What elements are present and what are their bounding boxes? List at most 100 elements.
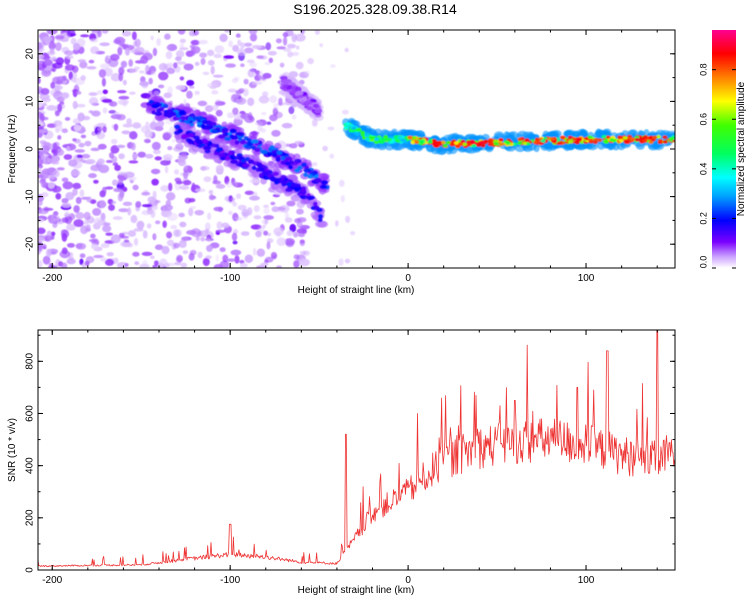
- spectrogram-cell: [156, 108, 162, 113]
- spectrogram-cell: [178, 242, 187, 248]
- spectrogram-cell: [79, 258, 84, 266]
- spectrogram-cell: [99, 199, 106, 209]
- spectrogram-cell: [208, 189, 214, 195]
- spectrogram-cell: [187, 116, 193, 122]
- spectrogram-cell: [135, 201, 142, 208]
- spectrogram-cell: [152, 118, 156, 126]
- spectrogram-cell: [239, 259, 245, 264]
- spectrogram-cell: [642, 135, 648, 140]
- spectrogram-cell: [88, 173, 97, 179]
- spectrogram-cell: [350, 231, 356, 236]
- spectrogram-cell: [204, 228, 210, 234]
- spectrogram-cell: [120, 60, 128, 68]
- spectrogram-cell: [317, 220, 329, 228]
- spectrogram-cell: [233, 135, 239, 140]
- spectrogram-cell: [186, 79, 195, 87]
- y-tick-label: 600: [25, 405, 36, 422]
- spectrogram-cell: [534, 137, 540, 142]
- spectrogram-cell: [189, 206, 197, 210]
- spectrogram-cell: [215, 109, 223, 117]
- spectrogram-cell: [522, 144, 533, 153]
- spectrogram-cell: [156, 120, 165, 128]
- spectrogram-cell: [66, 258, 76, 265]
- spectrogram-cell: [166, 45, 171, 50]
- spectrogram-cell: [286, 200, 296, 207]
- spectrogram-cell: [224, 136, 232, 142]
- spectrogram-cell: [250, 139, 259, 144]
- spectrogram-cell: [611, 138, 617, 143]
- snr-plot-area: [38, 330, 675, 570]
- spectrogram-cell: [319, 184, 327, 189]
- spectrogram-cell: [479, 140, 485, 144]
- spectrogram-cell: [200, 57, 206, 66]
- spectrogram-cell: [110, 114, 122, 120]
- spectrogram-cell: [597, 138, 603, 142]
- spectrogram-cell: [239, 47, 244, 52]
- spectrogram-cell: [215, 184, 226, 189]
- spectrogram-cell: [206, 141, 213, 146]
- spectrogram-cell: [93, 254, 104, 259]
- spectrogram-cell: [166, 109, 173, 114]
- spectrogram-cell: [471, 143, 477, 148]
- spectrogram-cell: [74, 149, 86, 153]
- snr-x-ticks: -200 -100 0 100: [42, 330, 658, 586]
- spectrogram-cell: [167, 212, 178, 221]
- spectrogram-cell: [563, 129, 576, 138]
- spectrogram-cell: [188, 207, 194, 217]
- spectrogram-cell: [157, 84, 165, 89]
- spectrogram-cell: [173, 169, 180, 175]
- spectrogram-cell: [46, 248, 52, 258]
- spectrogram-cell: [175, 143, 184, 150]
- spectrogram-cell: [68, 159, 78, 167]
- spectrogram-cell: [235, 155, 244, 161]
- spectrogram-cell: [90, 233, 96, 239]
- spectrogram-cell: [181, 236, 189, 242]
- spectrogram-cell: [285, 187, 293, 193]
- spectrogram-cell: [368, 135, 374, 140]
- spectrogram-cell: [224, 30, 231, 33]
- spectrogram-cell: [269, 145, 275, 150]
- spectrogram-cell: [311, 161, 318, 167]
- spectrogram-cell: [244, 254, 254, 264]
- spectrogram-cell: [258, 167, 266, 172]
- spectrogram-cell: [540, 139, 546, 143]
- spectrogram-cell: [54, 110, 60, 117]
- spectrogram-cell: [294, 140, 304, 145]
- spectrogram-cell: [162, 220, 167, 228]
- spectrogram-cell: [191, 47, 196, 56]
- spectrogram-cell: [73, 219, 84, 228]
- spectrogram-cell: [110, 234, 121, 244]
- spectrogram-cell: [207, 49, 215, 57]
- spectrogram-cell: [165, 51, 173, 60]
- spectrogram-cell: [298, 233, 305, 238]
- spectrogram-cell: [433, 144, 439, 148]
- spectrogram-cell: [137, 151, 146, 158]
- colorbar-tick-label: 0.2: [698, 212, 708, 225]
- spectrogram-cell: [522, 141, 528, 146]
- spectrogram-cell: [194, 61, 200, 66]
- spectrogram-cell: [53, 169, 60, 178]
- spectrogram-cell: [88, 97, 99, 106]
- spectrogram-cell: [251, 81, 263, 85]
- spectrogram-cell: [503, 140, 509, 144]
- spectrogram-cell: [100, 257, 107, 262]
- spectrogram-cell: [592, 140, 598, 145]
- spectrogram-cell: [410, 140, 416, 145]
- spectrogram-cell: [190, 39, 200, 46]
- spectrogram-cell: [194, 209, 205, 216]
- spectrogram-cell: [393, 142, 405, 151]
- spectrogram-cell: [116, 90, 127, 94]
- spectrogram-cell: [302, 96, 308, 101]
- spectrogram-cell: [221, 222, 230, 228]
- spectrogram-cell: [102, 125, 107, 133]
- spectrogram-cell: [194, 90, 200, 95]
- spectrogram-cell: [286, 230, 293, 237]
- spectrogram-cell: [225, 63, 237, 68]
- spectrogram-cell: [52, 142, 58, 151]
- spectrogram-cell: [151, 103, 160, 109]
- spectrogram-cell: [251, 170, 259, 178]
- spectrogram-cell: [78, 142, 85, 148]
- spectrogram-cell: [97, 158, 105, 165]
- spectrogram-x-label: Height of straight line (km): [298, 285, 415, 296]
- spectrogram-cell: [56, 76, 66, 82]
